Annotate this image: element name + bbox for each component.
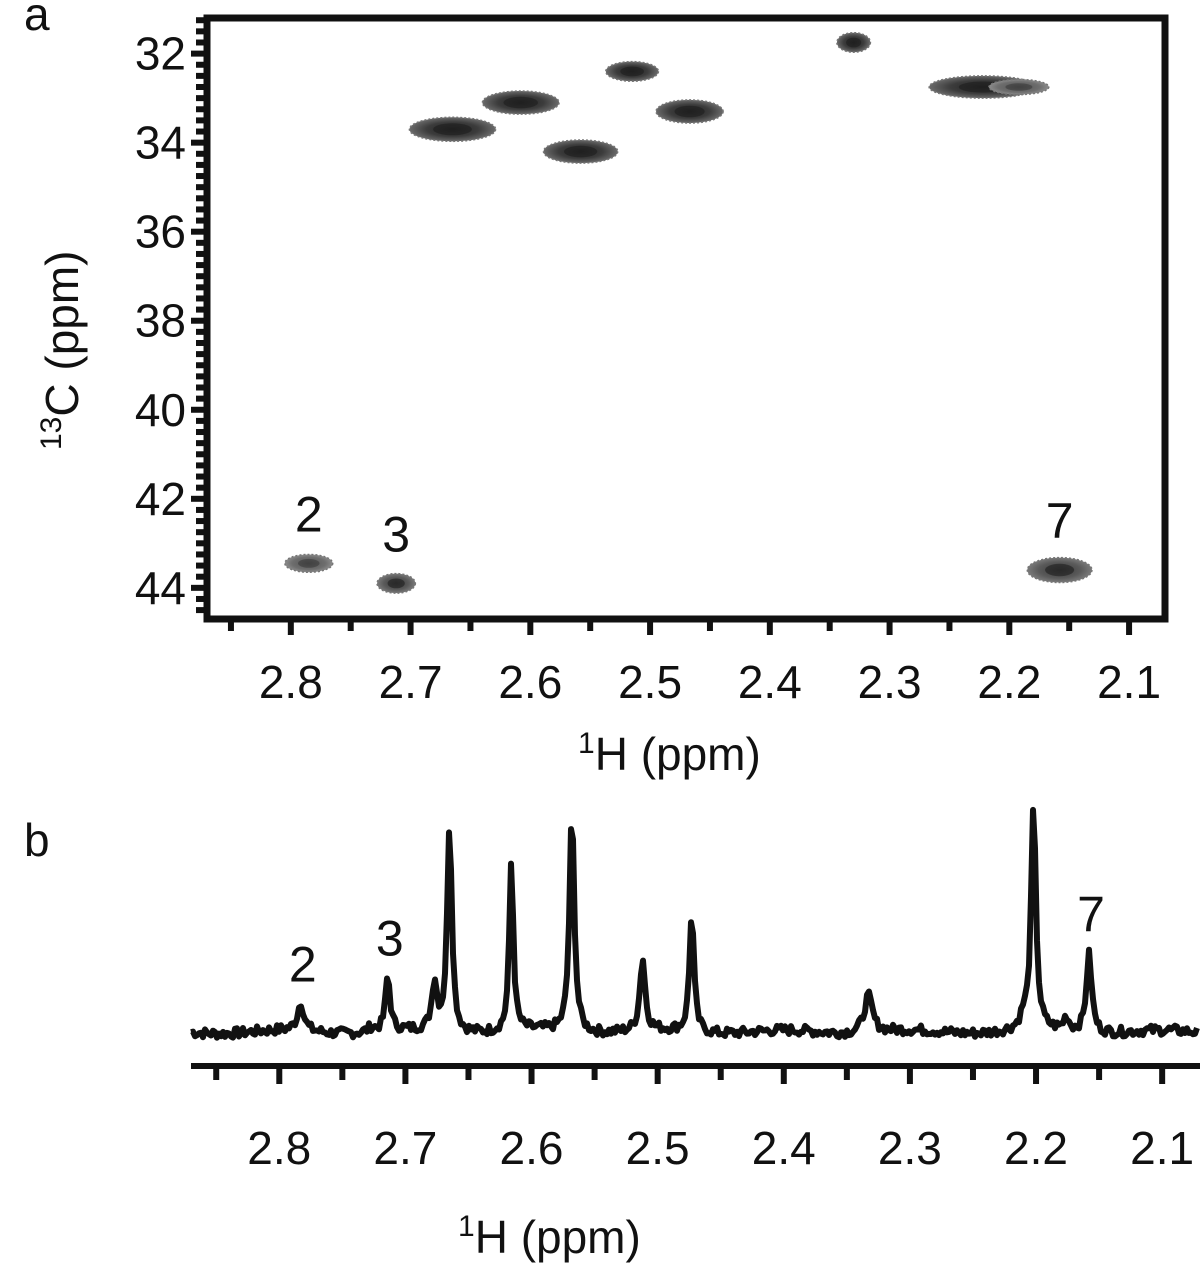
cross-peak-core xyxy=(846,37,862,48)
x-tick-label: 2.2 xyxy=(1004,1122,1068,1174)
x-tick-label: 2.4 xyxy=(752,1122,816,1174)
y-tick-label: 36 xyxy=(135,206,186,258)
cross-peaks xyxy=(284,31,1093,594)
y-tick-label: 42 xyxy=(135,473,186,525)
peak-label: 3 xyxy=(376,911,404,967)
x-axis-label-main: H (ppm) xyxy=(595,728,761,780)
x-axis-label-sup: 1 xyxy=(578,727,595,760)
peak-label: 7 xyxy=(1077,887,1105,943)
cross-peak-core xyxy=(1005,83,1033,91)
x-tick-label: 2.1 xyxy=(1130,1122,1194,1174)
panel-b-1d-spectrum: b 2.8 2.7 2.6 2.5 2.4 2.3 2.2 2.1 2 3 7 1H (ppm) xyxy=(24,806,1200,1263)
peak-labels: 2 3 7 xyxy=(295,486,1074,562)
x-axis-ticks: 2.8 2.7 2.6 2.5 2.4 2.3 2.2 2.1 xyxy=(213,1066,1194,1174)
y-tick-label: 32 xyxy=(135,28,186,80)
x-tick-label: 2.3 xyxy=(878,1122,942,1174)
cross-peak-core xyxy=(433,123,472,136)
x-tick-label: 2.8 xyxy=(247,1122,311,1174)
y-tick-label: 38 xyxy=(135,295,186,347)
x-tick-label: 2.6 xyxy=(500,1122,564,1174)
y-tick-label: 34 xyxy=(135,117,186,169)
x-axis-ticks: 2.8 2.7 2.6 2.5 2.4 2.3 2.2 2.1 xyxy=(227,619,1161,708)
y-axis-label: 13C (ppm) xyxy=(35,251,88,451)
cross-peak-core xyxy=(1045,563,1075,577)
y-axis-label-main: C (ppm) xyxy=(36,251,88,417)
peak-label: 2 xyxy=(289,937,317,993)
panel-b-label: b xyxy=(24,814,50,866)
x-axis-label-sup: 1 xyxy=(458,1210,475,1243)
y-tick-label: 44 xyxy=(135,562,186,614)
cross-peak-core xyxy=(620,66,644,77)
x-tick-label: 2.5 xyxy=(618,656,682,708)
x-tick-label: 2.7 xyxy=(379,656,443,708)
x-tick-label: 2.1 xyxy=(1097,656,1161,708)
peak-label: 2 xyxy=(295,486,323,542)
peak-label: 3 xyxy=(382,506,410,562)
peak-labels: 2 3 7 xyxy=(289,887,1105,993)
panel-a-label: a xyxy=(24,0,50,40)
x-tick-label: 2.7 xyxy=(373,1122,437,1174)
cross-peak-core xyxy=(298,558,320,568)
x-axis-label-main: H (ppm) xyxy=(475,1211,641,1263)
x-tick-label: 2.3 xyxy=(858,656,922,708)
x-axis-label: 1H (ppm) xyxy=(458,1210,641,1263)
x-tick-label: 2.6 xyxy=(498,656,562,708)
cross-peak xyxy=(988,78,1050,96)
x-tick-label: 2.2 xyxy=(977,656,1041,708)
x-tick-label: 2.4 xyxy=(738,656,802,708)
cross-peak-core xyxy=(387,578,405,589)
spectrum-trace xyxy=(190,806,1200,1041)
cross-peak xyxy=(284,553,334,574)
x-axis-label: 1H (ppm) xyxy=(578,727,761,780)
cross-peak-core xyxy=(563,145,598,158)
y-axis-label-sup: 13 xyxy=(35,417,68,450)
x-tick-label: 2.5 xyxy=(626,1122,690,1174)
y-tick-label: 40 xyxy=(135,384,186,436)
y-axis-ticks: 32 34 36 38 40 42 44 xyxy=(135,17,207,614)
cross-peak-core xyxy=(674,105,705,118)
peak-label: 7 xyxy=(1046,493,1074,549)
x-tick-label: 2.8 xyxy=(259,656,323,708)
cross-peak-core xyxy=(503,96,538,109)
